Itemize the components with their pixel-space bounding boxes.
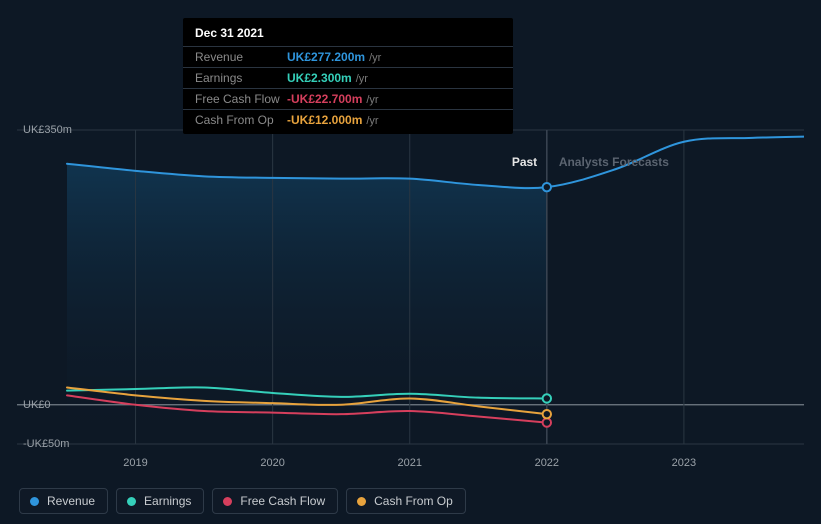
- legend-label: Revenue: [47, 494, 95, 508]
- tooltip-row-label: Free Cash Flow: [195, 92, 287, 106]
- legend-swatch: [357, 497, 366, 506]
- tooltip-row-value: -UK£12.000m: [287, 113, 362, 127]
- tooltip-row: RevenueUK£277.200m/yr: [183, 46, 513, 67]
- chart-legend: Revenue Earnings Free Cash Flow Cash From O…: [19, 488, 466, 514]
- x-axis-label: 2021: [397, 457, 421, 469]
- tooltip-row: Cash From Op-UK£12.000m/yr: [183, 109, 513, 130]
- x-axis-label: 2022: [535, 457, 559, 469]
- x-axis-label: 2023: [672, 457, 696, 469]
- tooltip-row-unit: /yr: [366, 94, 378, 106]
- y-axis-label: -UK£50m: [23, 438, 69, 450]
- legend-swatch: [30, 497, 39, 506]
- legend-swatch: [127, 497, 136, 506]
- legend-label: Earnings: [144, 494, 191, 508]
- tooltip-row-value: -UK£22.700m: [287, 92, 362, 106]
- region-label-forecast: Analysts Forecasts: [559, 155, 669, 169]
- legend-item[interactable]: Free Cash Flow: [212, 488, 338, 514]
- x-axis-label: 2019: [123, 457, 147, 469]
- legend-label: Cash From Op: [374, 494, 453, 508]
- chart-tooltip: Dec 31 2021 RevenueUK£277.200m/yrEarning…: [183, 18, 513, 134]
- x-axis-label: 2020: [260, 457, 284, 469]
- tooltip-date: Dec 31 2021: [183, 26, 513, 46]
- tooltip-row-label: Earnings: [195, 71, 287, 85]
- tooltip-row-label: Cash From Op: [195, 113, 287, 127]
- tooltip-row-unit: /yr: [366, 115, 378, 127]
- tooltip-row-value: UK£2.300m: [287, 71, 352, 85]
- tooltip-row-label: Revenue: [195, 50, 287, 64]
- y-axis-label: UK£0: [23, 399, 51, 411]
- tooltip-row: EarningsUK£2.300m/yr: [183, 67, 513, 88]
- tooltip-row-value: UK£277.200m: [287, 50, 365, 64]
- chart-container: UK£350mUK£0-UK£50m 20192020202120222023 …: [17, 0, 804, 524]
- legend-label: Free Cash Flow: [240, 494, 325, 508]
- legend-swatch: [223, 497, 232, 506]
- tooltip-row-unit: /yr: [356, 73, 368, 85]
- legend-item[interactable]: Cash From Op: [346, 488, 466, 514]
- tooltip-row-unit: /yr: [369, 52, 381, 64]
- y-axis-label: UK£350m: [23, 124, 72, 136]
- legend-item[interactable]: Revenue: [19, 488, 108, 514]
- legend-item[interactable]: Earnings: [116, 488, 204, 514]
- region-label-past: Past: [512, 155, 537, 169]
- tooltip-row: Free Cash Flow-UK£22.700m/yr: [183, 88, 513, 109]
